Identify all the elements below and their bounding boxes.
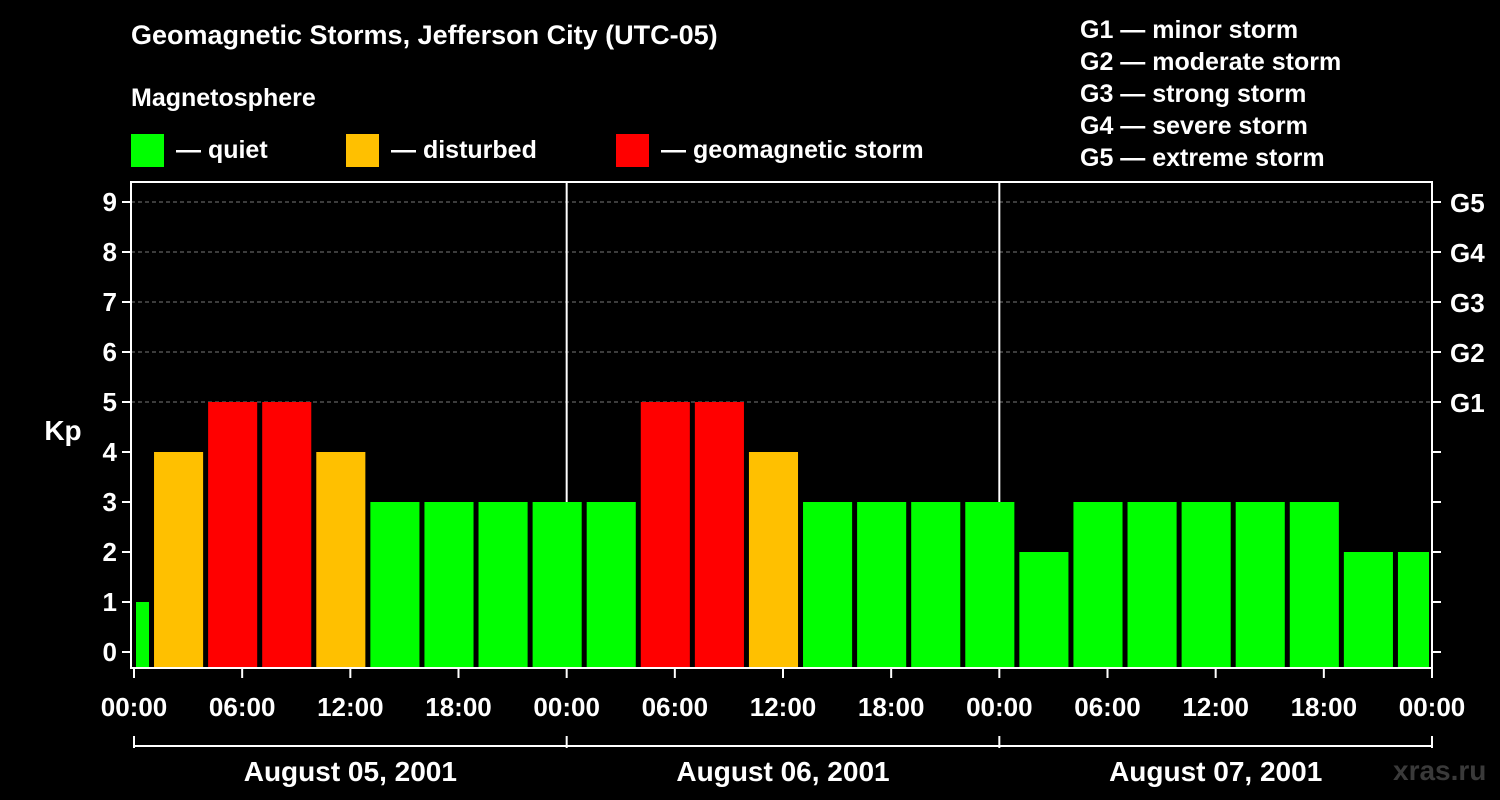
bar [748,452,799,668]
y-tick-label: 4 [103,437,118,467]
x-tick-label: 06:00 [1074,692,1141,722]
bar [1073,502,1123,668]
g-level-label: G2 [1450,338,1485,368]
bar [136,602,150,668]
y-tick-label: 5 [103,387,117,417]
legend-swatch-disturbed [346,133,379,167]
g-scale-g3: G3 — strong storm [1080,80,1307,108]
legend-item-disturbed: — disturbed [346,133,537,167]
bar [370,502,420,668]
y-tick-label: 7 [103,287,117,317]
watermark: xras.ru [1393,755,1487,786]
bar [965,502,1015,668]
g-level-label: G1 [1450,388,1485,418]
g-level-label: G5 [1450,188,1485,218]
y-tick-label: 8 [103,237,117,267]
g-scale-g2: G2 — moderate storm [1080,48,1342,76]
x-tick-label: 18:00 [425,692,492,722]
bar [857,502,907,668]
chart-subtitle: Magnetosphere [131,84,316,112]
x-tick-label: 06:00 [209,692,276,722]
bar [1289,502,1339,668]
bar [424,502,474,668]
bar [640,402,690,668]
x-tick-label: 00:00 [533,692,600,722]
plot-frame [130,181,1433,669]
g-scale-g4: G4 — severe storm [1080,112,1308,140]
g-scale-g1: G1 — minor storm [1080,16,1299,44]
bar [694,402,744,668]
y-tick-label: 0 [103,637,117,667]
bar [262,402,312,668]
date-label: August 06, 2001 [676,756,889,787]
g-level-label: G4 [1450,238,1485,268]
bar [1235,502,1285,668]
y-tick-label: 2 [103,537,117,567]
g-scale-legend: G1 — minor storm G2 — moderate storm G3 … [1080,14,1341,174]
bar [1019,552,1069,668]
bar [803,502,853,668]
x-tick-label: 18:00 [1291,692,1358,722]
x-tick-label: 18:00 [858,692,925,722]
bar [1181,502,1231,668]
x-tick-label: 12:00 [317,692,384,722]
y-tick-label: 3 [103,487,117,517]
x-tick-label: 06:00 [642,692,709,722]
y-tick-label: 6 [103,337,117,367]
g-scale-g5: G5 — extreme storm [1080,144,1325,172]
bar [316,452,366,668]
bar [911,502,961,668]
bar [1397,552,1429,668]
x-tick-label: 00:00 [1399,692,1466,722]
bar [478,502,528,668]
legend-item-quiet: — quiet [131,133,268,167]
bar [1127,502,1177,668]
date-label: August 05, 2001 [244,756,457,787]
bar [586,502,636,668]
y-tick-label: 1 [103,587,117,617]
legend-swatch-storm [616,133,649,167]
bar [208,402,258,668]
legend-swatch-quiet [131,133,164,167]
x-tick-label: 12:00 [1182,692,1249,722]
x-tick-label: 12:00 [750,692,817,722]
y-axis-label: Kp [44,415,81,446]
date-label: August 07, 2001 [1109,756,1322,787]
legend-label-storm: — geomagnetic storm [661,135,924,164]
legend-label-disturbed: — disturbed [391,135,537,164]
legend-item-storm: — geomagnetic storm [616,133,924,167]
legend-label-quiet: — quiet [176,135,268,164]
bar [532,502,582,668]
x-tick-label: 00:00 [101,692,168,722]
bar [1343,552,1393,668]
g-level-label: G3 [1450,288,1485,318]
chart-title: Geomagnetic Storms, Jefferson City (UTC-… [131,20,718,50]
y-tick-label: 9 [103,187,117,217]
bar [154,452,204,668]
x-tick-label: 00:00 [966,692,1033,722]
